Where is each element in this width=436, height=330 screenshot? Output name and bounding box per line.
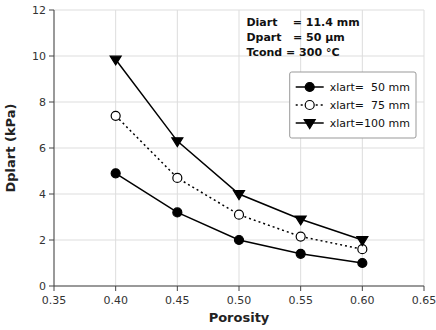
tick-label: 2 — [39, 234, 46, 247]
y-axis-line — [54, 10, 55, 286]
point — [111, 111, 120, 120]
tick-label: 0.50 — [227, 294, 252, 307]
x-axis-line — [54, 286, 424, 287]
grid-line — [54, 10, 55, 286]
series — [111, 169, 367, 268]
legend-label: xlart= 50 mm — [330, 81, 410, 94]
point — [235, 210, 244, 219]
tick — [424, 286, 425, 291]
tick-label: 0.55 — [288, 294, 313, 307]
point — [173, 208, 182, 217]
tick — [54, 286, 55, 291]
legend: xlart= 50 mm xlart= 75 mm xlart=100 mm — [290, 72, 416, 138]
tick — [300, 286, 301, 291]
tick — [49, 56, 54, 57]
tick-label: 0.60 — [350, 294, 375, 307]
legend-marker — [305, 83, 314, 92]
tick — [49, 194, 54, 195]
tick — [239, 286, 240, 291]
tick-label: 0.65 — [412, 294, 436, 307]
tick-label: 12 — [32, 4, 46, 17]
tick-label: 10 — [32, 50, 46, 63]
tick — [49, 286, 54, 287]
tick-label: 8 — [39, 96, 46, 109]
tick — [49, 240, 54, 241]
point — [234, 191, 245, 200]
tick-label: 0 — [39, 280, 46, 293]
tick — [115, 286, 116, 291]
tick-label: 6 — [39, 142, 46, 155]
tick-label: 0.35 — [42, 294, 67, 307]
tick-label: 0.45 — [165, 294, 190, 307]
tick-label: 0.40 — [103, 294, 128, 307]
legend-label: xlart= 75 mm — [330, 99, 410, 112]
annotation: Tcond = 300 °C — [246, 46, 339, 59]
legend-marker — [305, 101, 314, 110]
point — [357, 237, 368, 246]
tick-label: 4 — [39, 188, 46, 201]
y-axis-label: Dplart (kPa) — [3, 104, 18, 193]
point — [295, 216, 306, 225]
point — [111, 169, 120, 178]
point — [296, 232, 305, 241]
grid-line — [54, 148, 424, 149]
series-line — [116, 173, 363, 263]
annotations: Diart = 11.4 mm Dpart = 50 μm Tcond = 300 … — [246, 16, 359, 59]
grid — [54, 10, 424, 286]
point — [172, 138, 183, 147]
annotation: Dpart = 50 μm — [246, 31, 344, 44]
chart: 0.35 0.40 0.45 0.50 0.55 0.60 0.65 0 2 4 6 8 10 12 Por… — [0, 0, 436, 330]
tick — [362, 286, 363, 291]
grid-line — [54, 10, 424, 11]
x-axis-label: Porosity — [209, 310, 270, 325]
legend-marker — [304, 120, 315, 129]
axes: 0.35 0.40 0.45 0.50 0.55 0.60 0.65 0 2 4 6 8 10 12 — [32, 4, 436, 307]
legend-box — [290, 72, 416, 138]
grid-line — [54, 286, 424, 287]
tick — [49, 102, 54, 103]
point — [173, 173, 182, 182]
tick — [177, 286, 178, 291]
annotation: Diart = 11.4 mm — [246, 16, 359, 29]
point — [110, 56, 121, 65]
tick — [49, 10, 54, 11]
point — [235, 236, 244, 245]
point — [358, 259, 367, 268]
legend-label: xlart=100 mm — [330, 117, 410, 130]
tick — [49, 148, 54, 149]
point — [296, 249, 305, 258]
plot-area — [54, 10, 424, 286]
